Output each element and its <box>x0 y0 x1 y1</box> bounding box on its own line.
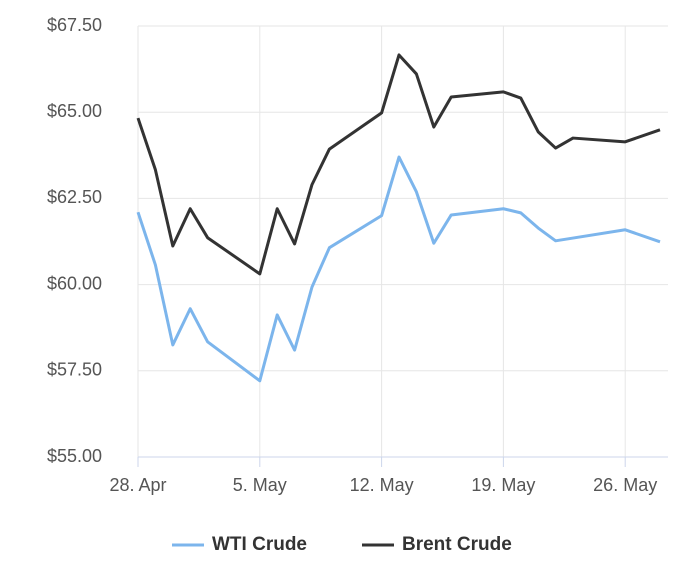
y-tick-label: $60.00 <box>47 273 102 293</box>
y-tick-label: $62.50 <box>47 187 102 207</box>
y-tick-label: $55.00 <box>47 446 102 466</box>
series-line <box>136 53 661 276</box>
legend-label[interactable]: WTI Crude <box>212 534 307 555</box>
x-tick-label: 26. May <box>593 475 657 495</box>
y-tick-label: $67.50 <box>47 15 102 35</box>
series-line <box>136 155 661 383</box>
x-tick-label: 5. May <box>233 475 287 495</box>
y-tick-label: $65.00 <box>47 101 102 121</box>
x-tick-label: 19. May <box>471 475 535 495</box>
x-tick-label: 12. May <box>350 475 414 495</box>
legend-label[interactable]: Brent Crude <box>402 534 512 555</box>
x-tick-label: 28. Apr <box>109 475 166 495</box>
y-tick-label: $57.50 <box>47 360 102 380</box>
